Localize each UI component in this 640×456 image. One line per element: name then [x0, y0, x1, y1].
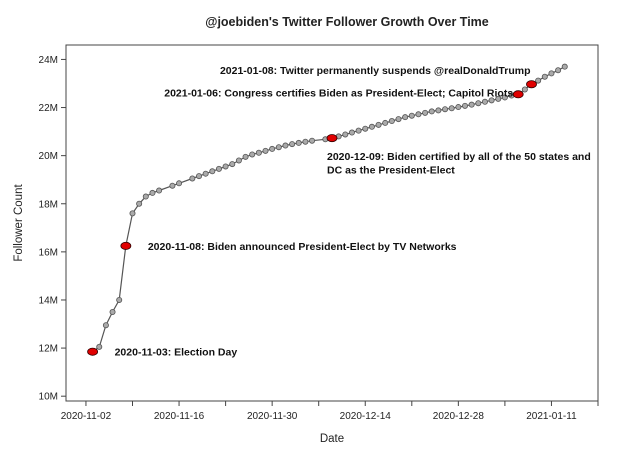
data-point	[202, 170, 209, 177]
data-point	[408, 112, 415, 119]
annotation-layer: 2020-11-03: Election Day 2020-11-08: Bide…	[87, 65, 591, 359]
y-tick-label: 14M	[39, 295, 58, 306]
data-point	[169, 182, 176, 189]
event-annotation: 2021-01-08: Twitter permanently suspends…	[220, 65, 531, 77]
y-tick-label: 10M	[39, 392, 58, 403]
data-point	[102, 322, 109, 329]
y-tick-label: 22M	[39, 103, 58, 114]
y-tick-label: 20M	[39, 151, 58, 162]
y-tick-label: 16M	[39, 247, 58, 258]
data-point	[402, 114, 409, 121]
data-point	[342, 131, 349, 138]
x-tick-label: 2021-01-11	[526, 411, 577, 422]
data-point	[448, 105, 455, 112]
data-point	[548, 70, 555, 77]
data-point	[242, 153, 249, 160]
event-annotation-line: 2020-12-09: Biden certified by all of th…	[327, 151, 591, 163]
data-point	[262, 147, 269, 154]
data-point	[136, 200, 143, 207]
data-point	[428, 108, 435, 115]
event-marker	[326, 134, 338, 143]
data-point	[355, 127, 362, 134]
data-point	[255, 149, 262, 156]
series-layer	[89, 63, 568, 355]
x-tick-label: 2020-12-14	[340, 411, 392, 422]
data-point	[442, 106, 449, 113]
y-axis-label: Follower Count	[13, 184, 25, 262]
x-tick-label: 2020-11-16	[154, 411, 205, 422]
event-annotation-line: DC as the President-Elect	[327, 165, 455, 177]
data-point	[521, 86, 528, 93]
x-tick-label: 2020-12-28	[433, 411, 485, 422]
data-point	[388, 118, 395, 125]
data-point	[215, 165, 222, 172]
data-point	[561, 63, 568, 70]
data-point	[149, 189, 156, 196]
data-point	[455, 104, 462, 111]
data-point	[229, 161, 236, 168]
data-point	[535, 77, 542, 84]
event-marker	[87, 347, 98, 356]
data-point	[368, 123, 375, 130]
event-marker	[120, 241, 132, 250]
data-point	[189, 175, 196, 182]
x-axis: 2020-11-02 2020-11-16 2020-11-30 2020-12-14…	[61, 401, 599, 422]
data-point	[488, 97, 495, 104]
data-point	[129, 210, 136, 217]
y-axis: 10M 12M 14M 16M 18M 20M 22M 24M	[39, 55, 66, 403]
data-point	[289, 141, 296, 148]
x-tick-label: 2020-11-02	[61, 411, 112, 422]
series-line	[92, 66, 566, 353]
y-tick-label: 24M	[39, 55, 58, 66]
data-point	[269, 145, 276, 152]
data-point	[249, 151, 256, 158]
event-marker	[512, 90, 524, 99]
data-point	[209, 168, 216, 175]
data-point	[468, 101, 475, 108]
data-point	[235, 157, 242, 164]
data-point	[222, 163, 229, 170]
data-point	[275, 144, 282, 151]
data-point	[495, 95, 502, 102]
plot-frame	[65, 44, 599, 402]
data-point	[176, 180, 183, 187]
data-point	[282, 142, 289, 149]
data-point	[295, 139, 302, 146]
event-marker	[526, 80, 537, 89]
data-point	[395, 116, 402, 123]
data-point	[555, 67, 562, 74]
data-point	[96, 343, 103, 350]
data-point	[475, 100, 482, 107]
data-point	[382, 119, 389, 126]
data-point	[362, 125, 369, 132]
data-point	[375, 121, 382, 128]
data-point	[302, 138, 309, 145]
data-point	[156, 187, 163, 194]
x-axis-label: Date	[320, 433, 344, 445]
x-tick-label: 2020-11-30	[247, 411, 298, 422]
data-point	[541, 73, 548, 80]
data-point	[109, 308, 116, 315]
data-point	[116, 296, 123, 303]
data-point	[415, 111, 422, 118]
data-point	[501, 94, 508, 101]
data-point	[422, 109, 429, 116]
y-tick-label: 18M	[39, 199, 58, 210]
data-point	[195, 173, 202, 180]
data-point	[309, 137, 316, 144]
data-point	[461, 102, 468, 109]
data-point	[142, 193, 149, 200]
event-annotation: 2021-01-06: Congress certifies Biden as …	[164, 87, 513, 99]
data-point	[481, 98, 488, 105]
data-point	[348, 129, 355, 136]
y-tick-label: 12M	[39, 344, 58, 355]
chart-title: @joebiden's Twitter Follower Growth Over…	[205, 15, 489, 29]
event-annotation: 2020-12-09: Biden certified by all of th…	[327, 151, 591, 177]
data-point	[435, 107, 442, 114]
event-annotation: 2020-11-08: Biden announced President-El…	[148, 241, 457, 253]
event-annotation: 2020-11-03: Election Day	[115, 347, 238, 359]
